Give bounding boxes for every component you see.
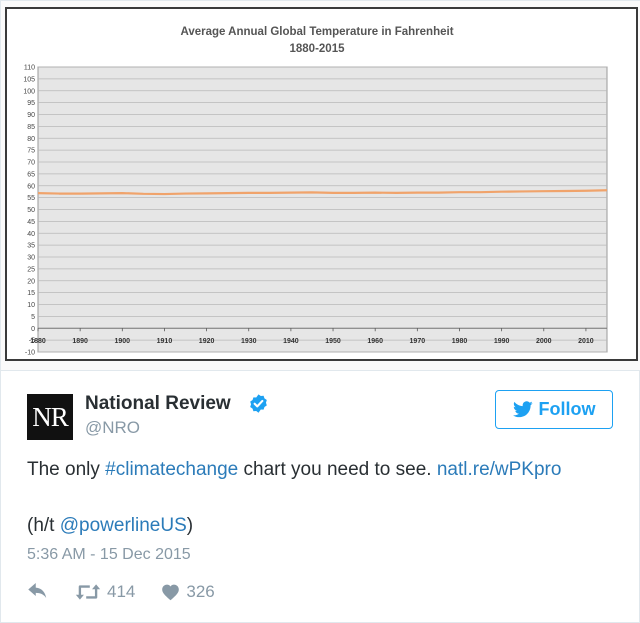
reply-button[interactable] [27, 583, 49, 601]
timestamp[interactable]: 5:36 AM - 15 Dec 2015 [27, 546, 191, 563]
like-count: 326 [186, 582, 215, 601]
y-tick-label: -10 [25, 350, 35, 357]
y-tick-label: 60 [27, 183, 35, 190]
y-tick-label: 45 [27, 219, 35, 226]
avatar-text: NR [32, 401, 69, 432]
x-tick-label: 1920 [199, 338, 215, 345]
x-axis-ticks: 1880 1890 1900 1910 1920 1930 1940 1950 1960 1970… [30, 328, 594, 345]
tweet-media[interactable]: Average Annual Global Temperature in Fah… [1, 1, 640, 371]
y-tick-label: 75 [27, 148, 35, 155]
follow-button[interactable]: Follow [495, 390, 613, 429]
x-tick-label: 1910 [157, 338, 173, 345]
y-tick-label: 20 [27, 278, 35, 285]
hat-tip-prefix: (h/t [27, 515, 60, 536]
x-tick-label: 1990 [494, 338, 510, 345]
retweet-button[interactable]: 414 [75, 582, 135, 602]
y-tick-label: 90 [27, 112, 35, 119]
temperature-series-line [37, 189, 608, 196]
chart-title: Average Annual Global Temperature in Fah… [180, 26, 453, 38]
like-button[interactable]: 326 [161, 582, 215, 602]
y-tick-label: 10 [27, 302, 35, 309]
y-tick-label: 5 [31, 314, 35, 321]
display-name[interactable]: National Review [85, 393, 231, 414]
x-tick-label: 1900 [115, 338, 131, 345]
y-tick-label: -5 [29, 338, 35, 345]
reply-icon [28, 583, 47, 598]
retweet-icon [75, 584, 101, 600]
y-tick-label: 70 [27, 160, 35, 167]
twitter-bird-icon [512, 401, 533, 418]
y-tick-label: 50 [27, 207, 35, 214]
temperature-chart: Average Annual Global Temperature in Fah… [23, 26, 608, 357]
x-tick-label: 1980 [452, 338, 468, 345]
x-tick-label: 1950 [325, 338, 341, 345]
y-tick-label: 95 [27, 100, 35, 107]
chart-image[interactable]: Average Annual Global Temperature in Fah… [5, 7, 638, 361]
hashtag-link[interactable]: #climatechange [105, 459, 239, 480]
y-tick-label: 0 [31, 326, 35, 333]
tweet-text-middle: chart you need to see. [238, 459, 437, 480]
y-tick-label: 80 [27, 136, 35, 143]
x-tick-label: 1890 [72, 338, 88, 345]
y-tick-label: 30 [27, 255, 35, 262]
y-tick-label: 100 [23, 88, 35, 95]
y-tick-label: 55 [27, 195, 35, 202]
y-axis-ticks: 1101051009590858075706560555045403530252… [23, 65, 35, 357]
y-tick-label: 105 [23, 76, 35, 83]
heart-icon [162, 584, 180, 601]
y-tick-label: 65 [27, 171, 35, 178]
x-tick-label: 2010 [578, 338, 594, 345]
chart-subtitle: 1880-2015 [290, 43, 346, 55]
avatar[interactable]: NR [27, 394, 73, 440]
y-tick-label: 25 [27, 266, 35, 273]
mention-link[interactable]: @powerlineUS [59, 515, 187, 536]
tweet-text-start: The only [27, 459, 106, 480]
x-tick-label: 1880 [30, 338, 46, 345]
follow-label: Follow [538, 399, 596, 419]
x-tick-label: 1960 [367, 338, 383, 345]
y-tick-label: 110 [24, 65, 35, 72]
y-tick-label: 85 [27, 124, 35, 131]
retweet-count: 414 [107, 582, 136, 601]
x-tick-label: 1930 [241, 338, 257, 345]
verified-icon [250, 394, 267, 413]
hat-tip-line: (h/t @powerlineUS) [27, 515, 193, 537]
x-tick-label: 2000 [536, 338, 552, 345]
short-url-link[interactable]: natl.re/wPKpro [436, 459, 562, 480]
handle[interactable]: @NRO [85, 418, 141, 437]
y-tick-label: 40 [27, 231, 35, 238]
x-tick-label: 1940 [283, 338, 299, 345]
x-tick-label: 1970 [410, 338, 426, 345]
series-layer [37, 189, 608, 196]
y-tick-label: 15 [27, 290, 35, 297]
hat-tip-suffix: ) [186, 515, 194, 536]
tweet-actions: 414 326 [27, 581, 241, 603]
y-tick-label: 35 [27, 243, 35, 250]
tweet-text: The only #climatechange chart you need t… [27, 459, 561, 481]
grid-lines [38, 66, 607, 353]
